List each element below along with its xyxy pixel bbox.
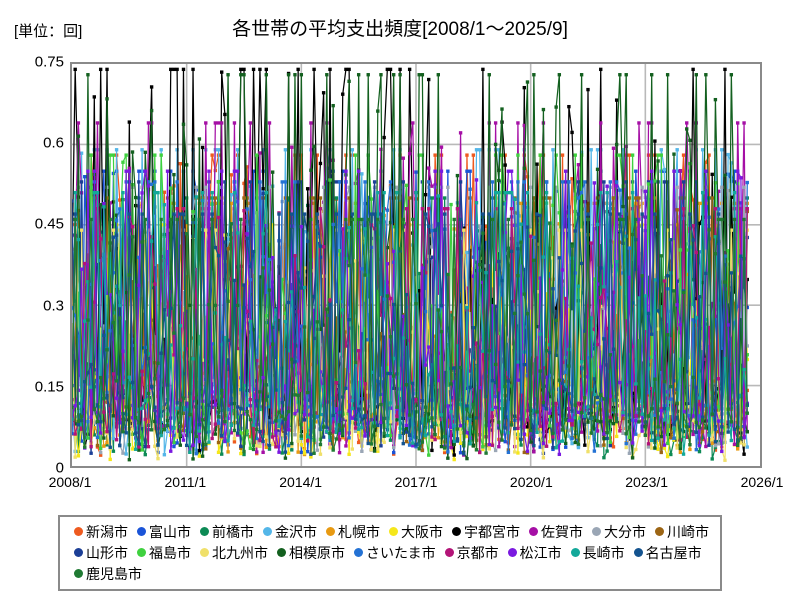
- legend-item[interactable]: 松江市: [507, 544, 562, 561]
- legend-item[interactable]: 山形市: [74, 546, 128, 560]
- legend-label: 北九州市: [212, 544, 268, 561]
- legend-marker-icon: [200, 548, 209, 557]
- legend-marker-icon: [354, 548, 363, 557]
- legend-label: 山形市: [86, 544, 128, 561]
- legend-item[interactable]: 大阪市: [389, 525, 443, 539]
- legend-marker-icon: [200, 527, 209, 536]
- legend-label: 金沢市: [275, 523, 317, 540]
- legend-label: 大分市: [604, 523, 646, 540]
- legend-marker-icon: [74, 569, 83, 578]
- y-tick-label: 0.6: [43, 134, 64, 152]
- unit-label: [単位：回]: [14, 23, 83, 40]
- chart-title: 各世帯の平均支出頻度[2008/1〜2025/9]: [232, 19, 568, 40]
- legend-row: 新潟市 富山市 前橋市 金沢市 札幌市 大阪市 宇都宮市 佐賀市 大分市 川崎市: [74, 521, 714, 542]
- x-tick-label: 2023/1: [625, 474, 669, 490]
- legend-item[interactable]: 宇都宮市: [452, 525, 520, 539]
- legend-label: 前橋市: [212, 523, 254, 540]
- legend-marker-icon: [389, 527, 398, 536]
- y-tick-label: 0.15: [34, 378, 64, 396]
- y-tick-label: 0.75: [34, 53, 64, 71]
- legend-item[interactable]: 新潟市: [74, 525, 128, 539]
- legend-marker-icon: [655, 527, 664, 536]
- legend-item[interactable]: 川崎市: [655, 525, 709, 539]
- legend-marker-icon: [263, 527, 272, 536]
- legend-item[interactable]: さいたま市: [354, 546, 436, 560]
- legend-label: 鹿児島市: [86, 565, 142, 582]
- legend-item[interactable]: 佐賀市: [529, 525, 583, 539]
- legend-marker-icon: [452, 527, 461, 536]
- x-tick-label: 2014/1: [279, 474, 323, 490]
- plot-area: [70, 62, 762, 468]
- legend-label: 札幌市: [338, 523, 380, 540]
- x-tick-label: 2008/1: [48, 474, 92, 490]
- legend-marker-icon: [507, 548, 517, 557]
- x-tick-label: 2011/1: [164, 474, 207, 490]
- legend-item[interactable]: 京都市: [444, 544, 499, 561]
- y-tick-label: 0: [55, 459, 64, 477]
- legend-item[interactable]: 鹿児島市: [74, 567, 142, 581]
- legend-item[interactable]: 名古屋市: [633, 544, 702, 561]
- legend-item[interactable]: 前橋市: [200, 525, 254, 539]
- legend-marker-icon: [277, 548, 286, 557]
- legend-label: 富山市: [149, 523, 191, 540]
- legend-item[interactable]: 相模原市: [277, 546, 345, 560]
- legend-marker-icon: [633, 548, 643, 557]
- legend-marker-icon: [444, 548, 454, 557]
- legend-label: 京都市: [456, 544, 499, 561]
- legend-label: 宇都宮市: [464, 523, 520, 540]
- legend-marker-icon: [570, 548, 580, 557]
- legend-marker-icon: [74, 548, 83, 557]
- x-tick-label: 2020/1: [509, 474, 553, 490]
- legend-item[interactable]: 札幌市: [326, 525, 380, 539]
- legend-row: 鹿児島市: [74, 563, 714, 584]
- legend-label: 佐賀市: [541, 523, 583, 540]
- legend-marker-icon: [137, 548, 146, 557]
- y-tick-label: 0.3: [43, 297, 64, 315]
- y-tick-label: 0.45: [34, 215, 64, 233]
- legend: 新潟市 富山市 前橋市 金沢市 札幌市 大阪市 宇都宮市 佐賀市 大分市 川崎市山形市 福島市 北九州…: [58, 515, 722, 591]
- legend-marker-icon: [529, 527, 538, 536]
- legend-item[interactable]: 北九州市: [200, 546, 268, 560]
- legend-item[interactable]: 福島市: [137, 546, 191, 560]
- legend-marker-icon: [137, 527, 146, 536]
- legend-label: 新潟市: [86, 523, 128, 540]
- series-19: [72, 217, 749, 455]
- x-tick-label: 2026/1: [740, 474, 784, 490]
- legend-label: 川崎市: [667, 523, 709, 540]
- legend-item[interactable]: 富山市: [137, 525, 191, 539]
- legend-item[interactable]: 長崎市: [570, 544, 625, 561]
- legend-marker-icon: [592, 527, 601, 536]
- legend-label: 名古屋市: [645, 544, 702, 561]
- legend-marker-icon: [326, 527, 335, 536]
- legend-item[interactable]: 大分市: [592, 525, 646, 539]
- legend-label: 福島市: [149, 544, 191, 561]
- legend-marker-icon: [74, 527, 83, 536]
- x-tick-label: 2017/1: [394, 474, 438, 490]
- legend-row: 山形市 福島市 北九州市 相模原市 さいたま市 京都市 松江市 長崎市 名古屋市: [74, 542, 714, 563]
- legend-label: 大阪市: [401, 523, 443, 540]
- legend-label: さいたま市: [366, 544, 436, 561]
- legend-item[interactable]: 金沢市: [263, 525, 317, 539]
- legend-label: 相模原市: [289, 544, 345, 561]
- legend-label: 長崎市: [582, 544, 625, 561]
- legend-label: 松江市: [519, 544, 562, 561]
- series-canvas: [72, 64, 760, 466]
